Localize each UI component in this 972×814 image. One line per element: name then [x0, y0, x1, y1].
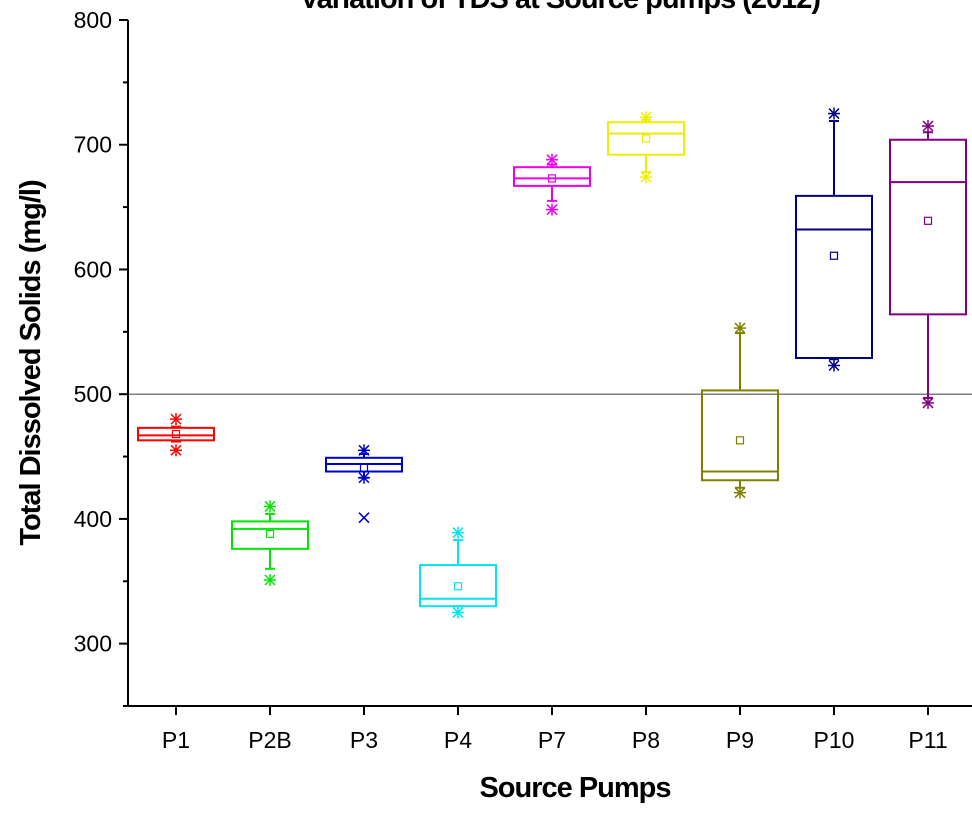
- outlier-marker-stroke: [358, 512, 370, 524]
- iqr-box: [607, 121, 685, 156]
- box-p2b: [231, 512, 309, 570]
- y-tick-label: 500: [74, 381, 112, 407]
- max-marker: [170, 413, 182, 426]
- max-marker: [452, 526, 464, 539]
- x-axis-title: Source Pumps: [479, 772, 670, 804]
- x-tick-label: P7: [538, 727, 566, 753]
- x-tick-label: P3: [350, 727, 378, 753]
- iqr-box: [137, 426, 215, 442]
- min-marker: [828, 359, 840, 372]
- y-tick-label: 600: [74, 256, 112, 282]
- mean-marker: [359, 463, 369, 472]
- box-p8: [607, 118, 685, 174]
- iqr-box: [419, 564, 497, 608]
- max-marker: [640, 111, 652, 124]
- mean-marker: [641, 134, 651, 143]
- box-p1: [137, 425, 215, 443]
- max-marker: [922, 120, 934, 133]
- axes: [127, 20, 972, 707]
- min-marker: [264, 574, 276, 587]
- mean-marker: [829, 251, 839, 260]
- outlier-marker: [358, 512, 370, 524]
- mean-marker: [453, 582, 463, 591]
- iqr-box: [513, 166, 591, 187]
- min-marker: [640, 171, 652, 184]
- min-marker: [452, 606, 464, 619]
- box-p11: [889, 131, 967, 399]
- min-marker: [546, 203, 558, 216]
- mean-marker: [265, 529, 275, 538]
- mean-marker: [923, 216, 933, 225]
- box-p4: [419, 539, 497, 608]
- min-marker: [734, 486, 746, 499]
- iqr-box: [231, 520, 309, 550]
- x-tick-label: P8: [632, 727, 660, 753]
- box-p7: [513, 163, 591, 202]
- x-tick-label: P10: [814, 727, 855, 753]
- iqr-box: [701, 389, 779, 482]
- iqr-box: [795, 194, 873, 360]
- max-marker: [264, 500, 276, 513]
- box-p9: [701, 332, 779, 489]
- x-tick-label: P1: [162, 727, 190, 753]
- ticks: 300 400 500 600 700 800 P1 P2B P3 P4 P7 P8 P9 P10 P11: [74, 7, 948, 753]
- box-p10: [795, 120, 873, 361]
- x-tick-label: P2B: [248, 727, 291, 753]
- x-tick-label: P4: [444, 727, 472, 753]
- max-marker: [546, 153, 558, 166]
- mean-marker: [171, 429, 181, 439]
- min-marker: [358, 471, 370, 484]
- min-marker: [170, 444, 182, 457]
- max-marker: [828, 107, 840, 120]
- max-marker: [358, 444, 370, 457]
- y-tick-label: 300: [74, 631, 112, 657]
- x-tick-label: P11: [908, 727, 947, 753]
- chart-title: Variation of TDS at Source pumps (2012): [300, 0, 821, 15]
- box-series: [137, 107, 967, 619]
- max-marker: [734, 322, 746, 335]
- x-tick-label: P9: [726, 727, 754, 753]
- y-axis-title: Total Dissolved Solids (mg/l): [15, 180, 47, 546]
- mean-marker: [547, 174, 557, 183]
- mean-marker: [735, 436, 745, 445]
- iqr-box: [889, 138, 967, 316]
- y-tick-label: 700: [74, 132, 112, 158]
- y-tick-label: 800: [74, 7, 112, 33]
- min-marker: [922, 396, 934, 409]
- y-tick-label: 400: [74, 506, 112, 532]
